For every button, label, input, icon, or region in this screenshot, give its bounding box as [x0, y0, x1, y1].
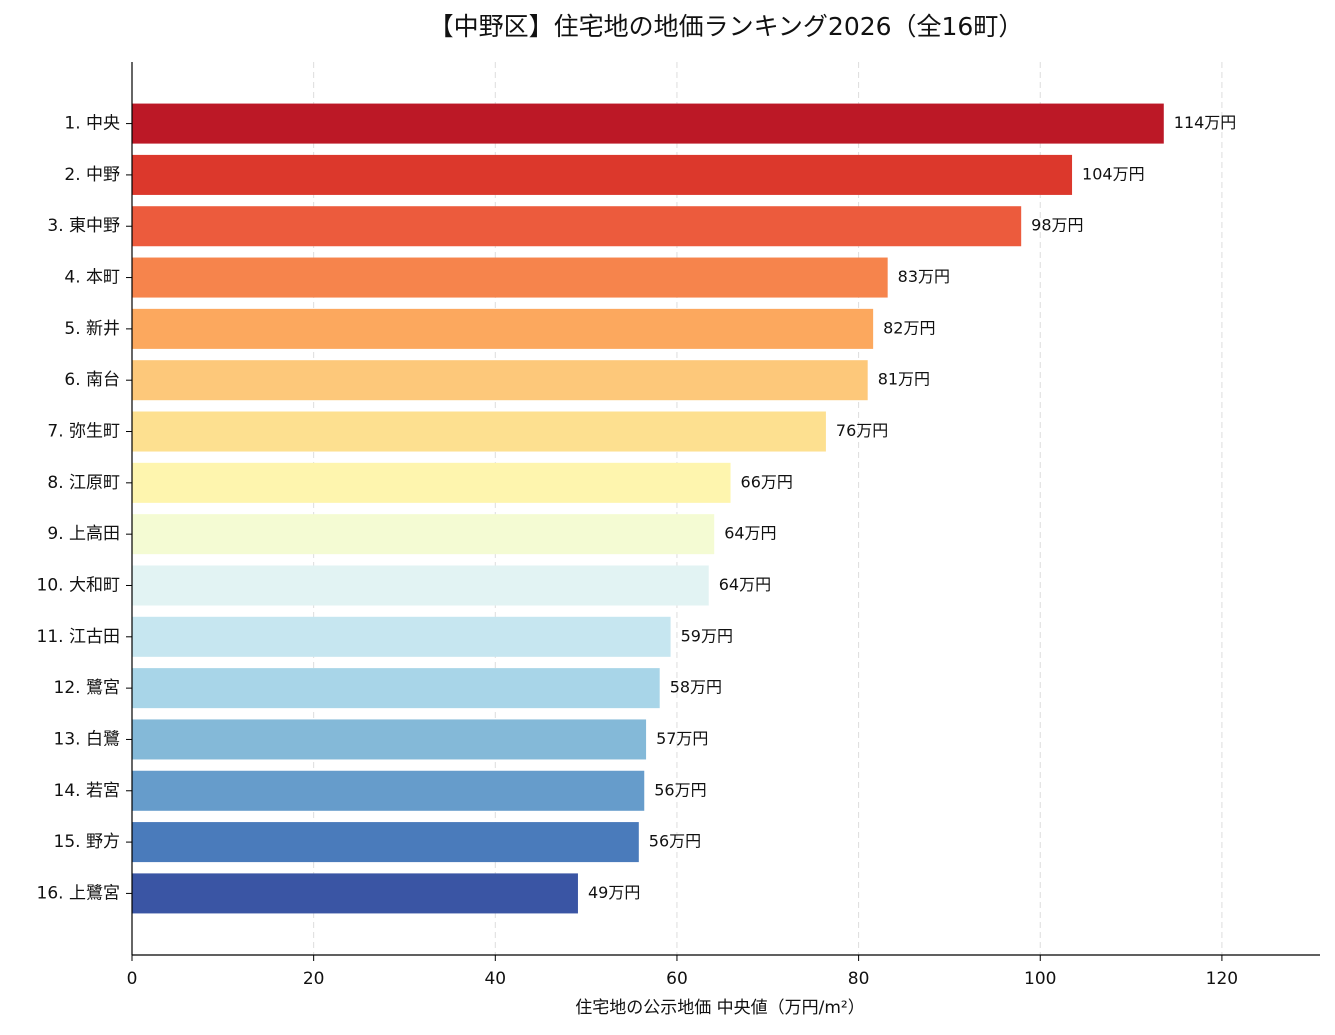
chart-title: 【中野区】住宅地の地価ランキング2026（全16町）: [429, 12, 1024, 41]
value-label: 81万円: [878, 370, 930, 389]
y-tick-label: 9. 上高田: [47, 524, 120, 544]
y-tick-label: 15. 野方: [54, 832, 120, 852]
y-tick-label: 2. 中野: [64, 165, 120, 185]
value-label: 66万円: [741, 472, 793, 491]
bar: [132, 770, 645, 811]
x-tick-label: 100: [1024, 969, 1056, 989]
value-label: 98万円: [1031, 216, 1083, 235]
value-label: 64万円: [724, 524, 776, 543]
y-tick-label: 11. 江古田: [37, 627, 120, 647]
value-label: 56万円: [649, 832, 701, 851]
y-tick-label: 14. 若宮: [54, 781, 120, 801]
y-tick-label: 12. 鷺宮: [54, 678, 120, 698]
y-tick-label: 7. 弥生町: [47, 422, 120, 442]
y-tick-label: 3. 東中野: [47, 216, 120, 236]
x-tick-label: 20: [303, 969, 325, 989]
bar: [132, 154, 1073, 195]
x-tick-label: 0: [127, 969, 138, 989]
y-tick-label: 8. 江原町: [47, 473, 120, 493]
bar: [132, 514, 715, 555]
value-label: 83万円: [898, 267, 950, 286]
x-axis-label: 住宅地の公示地価 中央値（万円/m²）: [575, 998, 865, 1018]
value-label: 82万円: [883, 318, 935, 337]
y-tick-label: 1. 中央: [64, 114, 120, 134]
value-label: 114万円: [1174, 113, 1237, 132]
bar: [132, 360, 868, 401]
bar: [132, 668, 660, 709]
value-label: 104万円: [1082, 164, 1145, 183]
y-tick-label: 4. 本町: [64, 268, 120, 288]
x-tick-label: 40: [484, 969, 506, 989]
bar: [132, 565, 709, 606]
value-label: 56万円: [654, 780, 706, 799]
y-tick-label: 6. 南台: [64, 370, 120, 390]
value-label: 49万円: [588, 883, 640, 902]
y-tick-label: 16. 上鷺宮: [37, 883, 120, 903]
y-tick-label: 13. 白鷺: [54, 729, 120, 749]
bar: [132, 719, 647, 760]
bar: [132, 462, 731, 503]
bar: [132, 873, 578, 914]
bar: [132, 822, 639, 863]
bar: [132, 411, 826, 452]
x-tick-label: 80: [848, 969, 870, 989]
y-tick-label: 5. 新井: [64, 319, 120, 339]
value-label: 64万円: [719, 575, 771, 594]
bar: [132, 257, 888, 298]
bar: [132, 616, 671, 657]
bar: [132, 103, 1164, 144]
x-tick-label: 120: [1206, 969, 1238, 989]
y-tick-label: 10. 大和町: [37, 575, 120, 595]
value-label: 59万円: [681, 626, 733, 645]
value-label: 76万円: [836, 421, 888, 440]
bar: [132, 308, 874, 349]
x-tick-label: 60: [666, 969, 688, 989]
value-label: 58万円: [670, 678, 722, 697]
value-label: 57万円: [656, 729, 708, 748]
bar: [132, 206, 1022, 247]
